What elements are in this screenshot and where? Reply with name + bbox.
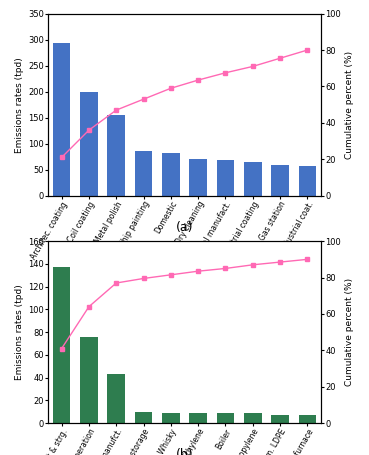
Y-axis label: Emissions rates (tpd): Emissions rates (tpd): [15, 284, 24, 380]
Bar: [162, 153, 180, 196]
Bar: [244, 162, 262, 196]
Bar: [271, 165, 289, 196]
Bar: [244, 414, 262, 423]
Text: (b): (b): [176, 448, 193, 455]
Y-axis label: Cumulative percent (%): Cumulative percent (%): [345, 278, 354, 386]
Bar: [107, 374, 125, 423]
Bar: [189, 413, 207, 423]
Y-axis label: Emissions rates (tpd): Emissions rates (tpd): [15, 57, 24, 152]
Bar: [135, 412, 152, 423]
Bar: [189, 159, 207, 196]
Bar: [162, 413, 180, 423]
Text: (a): (a): [176, 221, 193, 234]
Bar: [135, 152, 152, 196]
Bar: [217, 414, 234, 423]
Bar: [53, 267, 70, 423]
Bar: [217, 160, 234, 196]
Bar: [53, 43, 70, 196]
Bar: [80, 337, 98, 423]
Bar: [299, 166, 316, 196]
Bar: [299, 415, 316, 423]
Bar: [271, 415, 289, 423]
Y-axis label: Cumulative percent (%): Cumulative percent (%): [345, 51, 354, 159]
Bar: [107, 115, 125, 196]
Bar: [80, 91, 98, 196]
